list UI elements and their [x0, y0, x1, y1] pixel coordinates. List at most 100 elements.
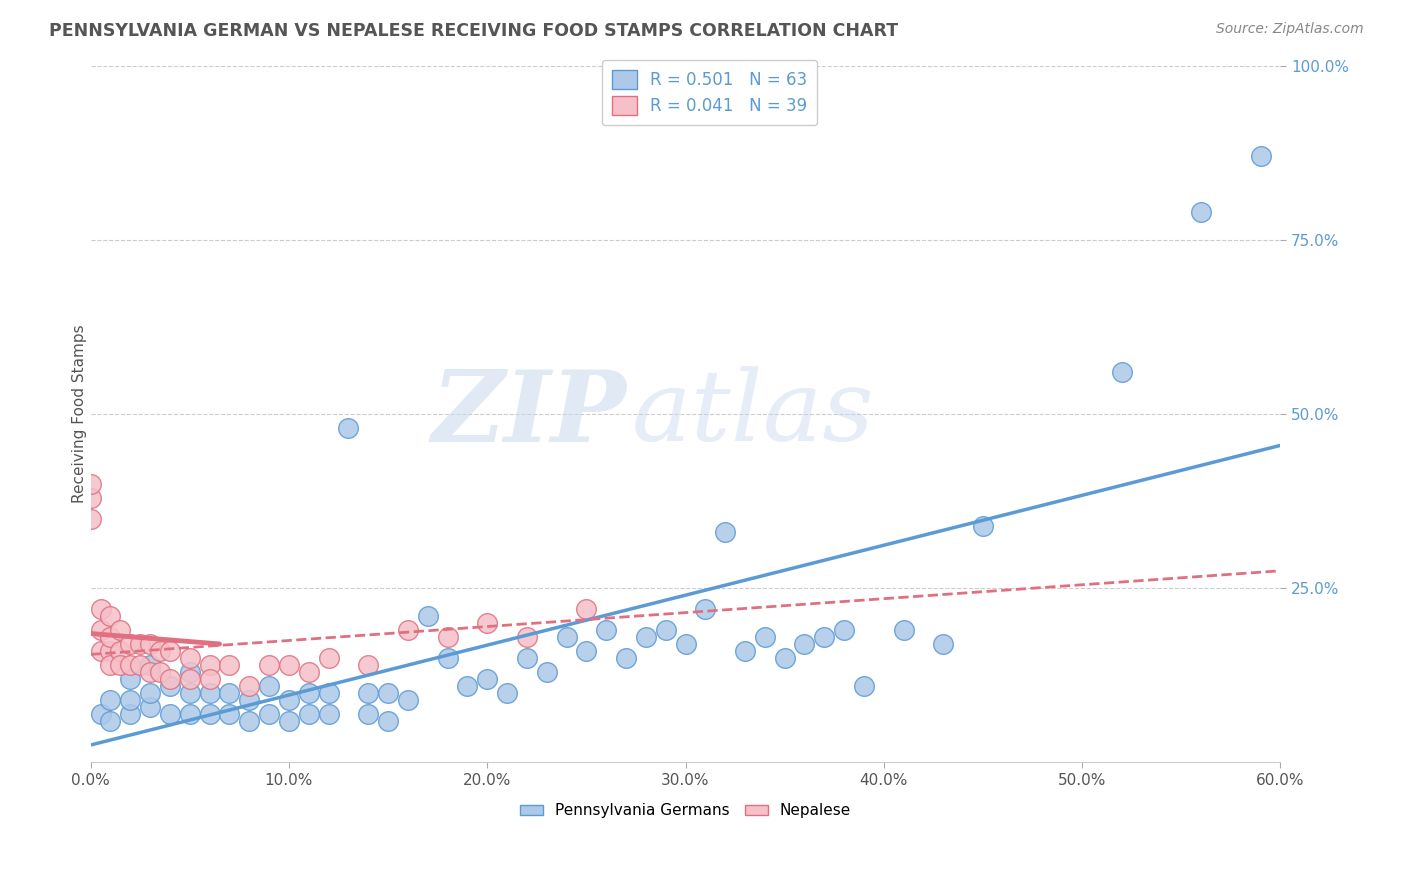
Point	[179, 665, 201, 679]
Point	[238, 714, 260, 728]
Point	[90, 623, 112, 637]
Point	[198, 706, 221, 721]
Point	[238, 692, 260, 706]
Point	[179, 651, 201, 665]
Point	[100, 714, 122, 728]
Point	[79, 476, 101, 491]
Point	[277, 692, 299, 706]
Point	[377, 714, 399, 728]
Point	[218, 686, 240, 700]
Point	[257, 679, 280, 693]
Point	[120, 706, 142, 721]
Point	[575, 644, 598, 658]
Point	[893, 623, 915, 637]
Point	[377, 686, 399, 700]
Point	[337, 421, 360, 435]
Point	[754, 630, 776, 644]
Point	[120, 692, 142, 706]
Point	[298, 706, 321, 721]
Point	[139, 657, 162, 672]
Point	[396, 623, 419, 637]
Point	[90, 706, 112, 721]
Point	[110, 657, 132, 672]
Point	[932, 637, 955, 651]
Point	[734, 644, 756, 658]
Point	[257, 706, 280, 721]
Point	[614, 651, 637, 665]
Point	[318, 706, 340, 721]
Y-axis label: Receiving Food Stamps: Receiving Food Stamps	[72, 325, 87, 503]
Point	[218, 706, 240, 721]
Point	[129, 637, 152, 651]
Point	[516, 630, 538, 644]
Point	[714, 525, 737, 540]
Point	[852, 679, 875, 693]
Point	[357, 657, 380, 672]
Point	[277, 714, 299, 728]
Point	[179, 706, 201, 721]
Point	[298, 665, 321, 679]
Point	[149, 644, 172, 658]
Point	[396, 692, 419, 706]
Point	[90, 602, 112, 616]
Point	[90, 644, 112, 658]
Point	[436, 630, 458, 644]
Point	[357, 686, 380, 700]
Point	[198, 686, 221, 700]
Point	[318, 651, 340, 665]
Point	[179, 686, 201, 700]
Point	[159, 706, 181, 721]
Point	[159, 644, 181, 658]
Point	[277, 657, 299, 672]
Point	[79, 491, 101, 505]
Point	[100, 692, 122, 706]
Point	[79, 511, 101, 525]
Point	[416, 609, 439, 624]
Text: Source: ZipAtlas.com: Source: ZipAtlas.com	[1216, 22, 1364, 37]
Point	[120, 672, 142, 686]
Point	[100, 630, 122, 644]
Point	[298, 686, 321, 700]
Point	[496, 686, 519, 700]
Point	[1250, 149, 1272, 163]
Point	[120, 657, 142, 672]
Point	[516, 651, 538, 665]
Point	[139, 665, 162, 679]
Point	[159, 679, 181, 693]
Point	[179, 672, 201, 686]
Point	[110, 644, 132, 658]
Point	[218, 657, 240, 672]
Point	[832, 623, 855, 637]
Point	[257, 657, 280, 672]
Point	[634, 630, 657, 644]
Point	[555, 630, 578, 644]
Point	[536, 665, 558, 679]
Point	[477, 616, 499, 631]
Point	[477, 672, 499, 686]
Point	[100, 657, 122, 672]
Point	[1189, 205, 1212, 219]
Point	[139, 699, 162, 714]
Point	[159, 672, 181, 686]
Point	[149, 665, 172, 679]
Text: PENNSYLVANIA GERMAN VS NEPALESE RECEIVING FOOD STAMPS CORRELATION CHART: PENNSYLVANIA GERMAN VS NEPALESE RECEIVIN…	[49, 22, 898, 40]
Point	[793, 637, 815, 651]
Point	[198, 657, 221, 672]
Point	[813, 630, 835, 644]
Point	[595, 623, 617, 637]
Point	[456, 679, 478, 693]
Point	[100, 609, 122, 624]
Point	[436, 651, 458, 665]
Text: atlas: atlas	[631, 367, 875, 462]
Point	[357, 706, 380, 721]
Point	[139, 637, 162, 651]
Point	[129, 657, 152, 672]
Point	[1111, 365, 1133, 379]
Text: ZIP: ZIP	[432, 366, 626, 462]
Point	[675, 637, 697, 651]
Point	[972, 518, 994, 533]
Point	[695, 602, 717, 616]
Point	[318, 686, 340, 700]
Point	[110, 623, 132, 637]
Point	[238, 679, 260, 693]
